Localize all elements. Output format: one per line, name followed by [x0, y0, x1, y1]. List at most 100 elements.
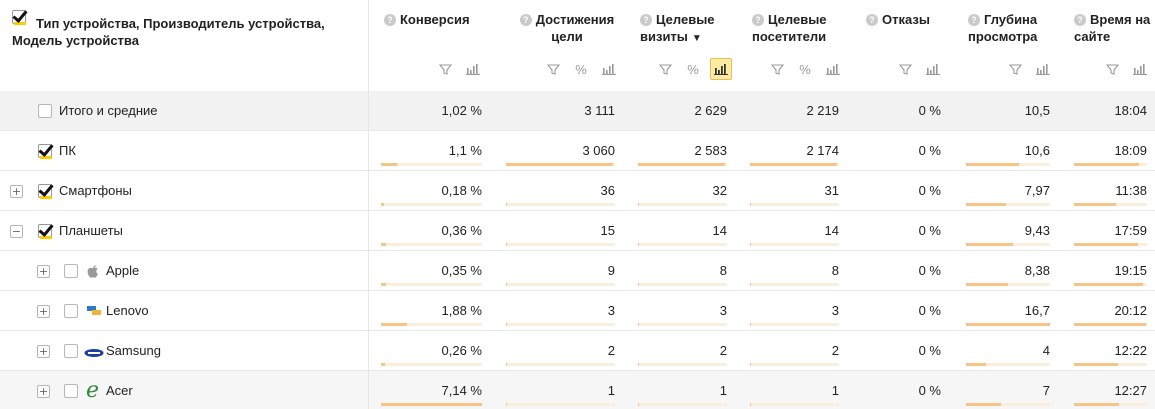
- expand-icon[interactable]: +: [37, 265, 50, 278]
- help-icon[interactable]: ?: [1074, 14, 1086, 26]
- metric-header-target_visits[interactable]: ? Целевые визиты ▼%: [636, 0, 736, 91]
- row-label[interactable]: Планшеты: [59, 223, 123, 238]
- filter-icon[interactable]: [542, 58, 564, 80]
- filter-icon[interactable]: [654, 58, 676, 80]
- row-checkbox[interactable]: [38, 224, 52, 239]
- row-label[interactable]: Samsung: [106, 343, 161, 358]
- totals-row[interactable]: Итого и средние 1,02 % 3 111 2 629 2 219 0 % 1…: [0, 91, 1155, 131]
- expand-icon[interactable]: +: [10, 185, 23, 198]
- value-bar: [506, 243, 615, 246]
- percent-icon[interactable]: %: [575, 61, 587, 77]
- help-icon[interactable]: ?: [384, 14, 396, 26]
- metric-label[interactable]: ? Отказы: [860, 11, 948, 28]
- value-bar: [1074, 203, 1147, 206]
- collapse-icon[interactable]: −: [10, 225, 23, 238]
- value-bar: [506, 163, 615, 166]
- cell-bounces: 0 %: [918, 143, 941, 158]
- select-all-checkbox[interactable]: [12, 10, 26, 25]
- row-checkbox[interactable]: [38, 144, 52, 159]
- chart-icon[interactable]: [922, 58, 944, 80]
- row-dimension-cell[interactable]: + e Acer: [0, 371, 369, 409]
- lenovo-icon: [86, 304, 101, 318]
- percent-icon[interactable]: %: [799, 61, 811, 77]
- row-checkbox[interactable]: [64, 384, 78, 398]
- row-dimension-cell[interactable]: + Apple: [0, 251, 369, 291]
- metric-header-depth[interactable]: ? Глубина просмотра: [964, 0, 1058, 91]
- cell-target_visits: 2: [719, 343, 727, 358]
- help-icon[interactable]: ?: [866, 14, 878, 26]
- metric-label[interactable]: ? Конверсия: [380, 11, 488, 28]
- cell-depth: 10,6: [1024, 143, 1050, 158]
- cell-bounces: 0 %: [918, 303, 941, 318]
- expand-icon[interactable]: +: [37, 385, 50, 398]
- row-dimension-cell[interactable]: + Смартфоны: [0, 171, 369, 211]
- value-bar: [381, 403, 482, 406]
- value-bar-fill: [381, 283, 386, 286]
- table-row[interactable]: + Смартфоны 0,18 % 36 32 31 0 % 7,97 11:38: [0, 171, 1155, 211]
- value-bar: [506, 323, 615, 326]
- cell-depth: 7: [1042, 383, 1050, 398]
- metric-label-text: Конверсия: [400, 12, 470, 27]
- row-label[interactable]: Lenovo: [106, 303, 149, 318]
- table-row[interactable]: + e Acer 7,14 % 1 1 1 0 % 7 12:27: [0, 371, 1155, 409]
- help-icon[interactable]: ?: [519, 14, 532, 26]
- table-row[interactable]: + Lenovo 1,88 % 3 3 3 0 % 16,7 20:12: [0, 291, 1155, 331]
- filter-icon[interactable]: [434, 58, 456, 80]
- row-checkbox[interactable]: [38, 184, 52, 199]
- metric-label-text: Глубина просмотра: [968, 12, 1038, 44]
- row-dimension-cell[interactable]: ПК: [0, 131, 369, 171]
- row-dimension-cell[interactable]: + Lenovo: [0, 291, 369, 331]
- row-label[interactable]: Apple: [106, 263, 140, 278]
- metric-header-bounces[interactable]: ? Отказы: [860, 0, 948, 91]
- cell-goal_reaches: 9: [607, 263, 615, 278]
- expand-icon[interactable]: +: [37, 345, 50, 358]
- cell-conversion: 0,36 %: [441, 223, 482, 238]
- value-bar: [506, 403, 615, 406]
- row-dimension-cell[interactable]: Итого и средние: [0, 91, 369, 131]
- row-label[interactable]: Смартфоны: [59, 183, 132, 198]
- metric-label[interactable]: ? Достижения цели: [500, 11, 624, 45]
- table-row[interactable]: − Планшеты 0,36 % 15 14 14 0 % 9,43 17:59: [0, 211, 1155, 251]
- metric-label[interactable]: ? Целевые визиты ▼: [636, 11, 736, 47]
- row-dimension-cell[interactable]: + Samsung: [0, 331, 369, 371]
- dimension-header[interactable]: Тип устройства, Производитель устройства…: [0, 0, 369, 91]
- row-label[interactable]: ПК: [59, 143, 76, 158]
- table-row[interactable]: + Samsung 0,26 % 2 2 2 0 % 4 12:22: [0, 331, 1155, 371]
- filter-icon[interactable]: [1004, 58, 1026, 80]
- filter-icon[interactable]: [766, 58, 788, 80]
- metric-label[interactable]: ? Целевые посетители: [748, 11, 848, 45]
- help-icon[interactable]: ?: [968, 14, 980, 26]
- row-checkbox[interactable]: [38, 104, 52, 118]
- metric-header-target_visitors[interactable]: ? Целевые посетители%: [748, 0, 848, 91]
- chart-icon[interactable]: [1129, 58, 1151, 80]
- chart-icon[interactable]: [598, 58, 620, 80]
- metric-header-conversion[interactable]: ? Конверсия: [380, 0, 488, 91]
- value-bar-fill: [381, 243, 386, 246]
- table-row[interactable]: + Apple 0,35 % 9 8 8 0 % 8,38 19:15: [0, 251, 1155, 291]
- percent-icon[interactable]: %: [687, 61, 699, 77]
- row-checkbox[interactable]: [64, 264, 78, 278]
- row-dimension-cell[interactable]: − Планшеты: [0, 211, 369, 251]
- table-row[interactable]: ПК 1,1 % 3 060 2 583 2 174 0 % 10,6 18:09: [0, 131, 1155, 171]
- help-icon[interactable]: ?: [752, 14, 764, 26]
- expand-icon[interactable]: +: [37, 305, 50, 318]
- row-checkbox[interactable]: [64, 344, 78, 358]
- filter-icon[interactable]: [1101, 58, 1123, 80]
- chart-icon[interactable]: [462, 58, 484, 80]
- chart-icon[interactable]: [1032, 58, 1054, 80]
- filter-icon[interactable]: [894, 58, 916, 80]
- samsung-icon: [84, 346, 104, 360]
- help-icon[interactable]: ?: [640, 14, 652, 26]
- row-label[interactable]: Acer: [106, 383, 133, 398]
- row-checkbox[interactable]: [64, 304, 78, 318]
- chart-icon[interactable]: [822, 58, 844, 80]
- value-bar: [381, 163, 482, 166]
- metric-header-goal_reaches[interactable]: ? Достижения цели%: [500, 0, 624, 91]
- metric-label[interactable]: ? Время на сайте: [1070, 11, 1155, 45]
- metric-label[interactable]: ? Глубина просмотра: [964, 11, 1058, 45]
- metric-header-time[interactable]: ? Время на сайте: [1070, 0, 1155, 91]
- cell-target_visits: 1: [719, 383, 727, 398]
- chart-icon[interactable]: [710, 58, 732, 80]
- sort-desc-icon[interactable]: ▼: [691, 33, 702, 44]
